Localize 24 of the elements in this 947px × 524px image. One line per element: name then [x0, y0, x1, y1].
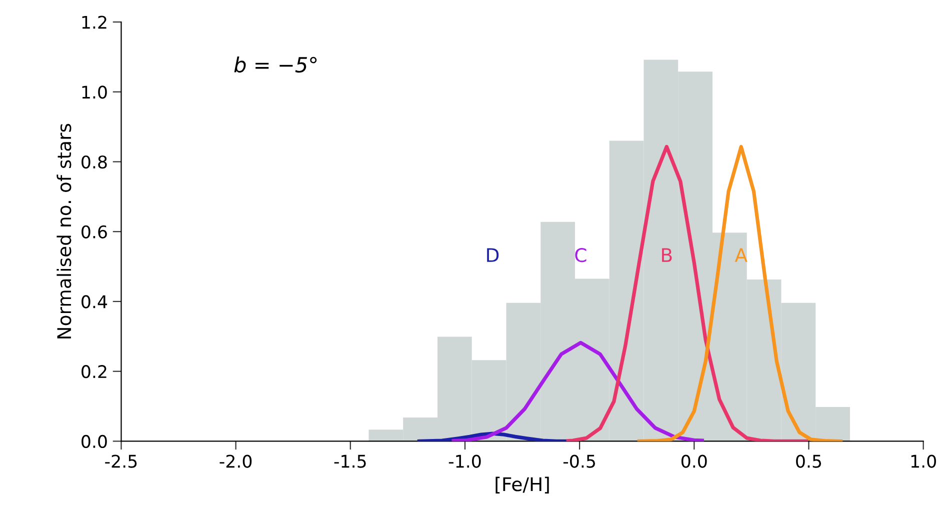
x-axis-title: [Fe/H]: [496, 476, 549, 494]
x-tick-label: -1.5: [334, 454, 366, 468]
series-label: A: [734, 248, 748, 262]
x-tick-label: 0.5: [796, 454, 822, 468]
x-tick-label: -2.5: [105, 454, 137, 468]
series-label: B: [662, 248, 672, 262]
x-tick-label: -2.0: [220, 454, 252, 468]
line-series: [452, 340, 704, 442]
y-tick-label: 0.6: [82, 225, 107, 238]
text: D: [487, 248, 499, 262]
x-tick-label: -1.0: [448, 454, 481, 468]
y-axis-title: Normalised no. of stars: [56, 124, 72, 338]
annotation: b = −5°: [234, 56, 317, 73]
y-tick-label: 0.2: [82, 365, 106, 378]
y-tick-label: 1.2: [82, 16, 106, 29]
x-tick-label: 0.0: [681, 454, 707, 468]
line-series: [566, 144, 808, 442]
text: C: [575, 248, 586, 262]
y-tick-label: 0.0: [82, 434, 107, 448]
x-tick-label: -0.5: [563, 454, 595, 468]
y-tick-label: 0.4: [82, 295, 108, 308]
x-tick-label: 1.0: [911, 454, 936, 468]
y-tick-label: 0.8: [82, 155, 107, 169]
y-tick-label: 1.0: [82, 86, 107, 99]
